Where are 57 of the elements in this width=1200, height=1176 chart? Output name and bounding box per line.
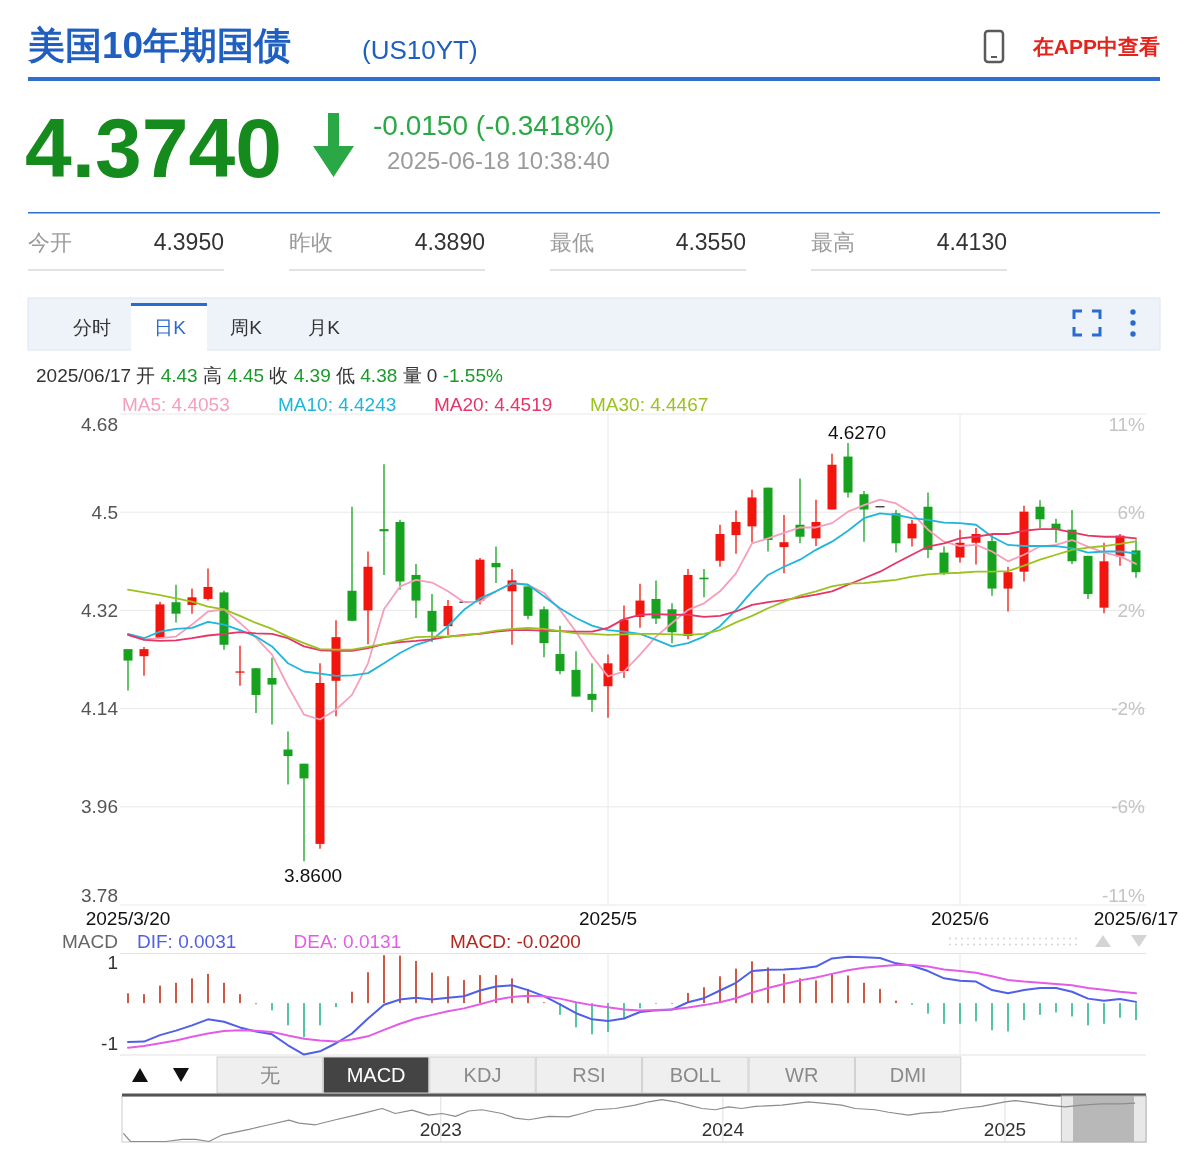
- text: MACD: [346, 1064, 406, 1086]
- y-tick-label: 3.96: [81, 796, 118, 818]
- text: 4.3890: [414, 229, 485, 255]
- y2-tick-label: 2%: [1117, 599, 1146, 621]
- text: 2025/06/17 开 4.43 高 4.45 收 4.39 低 4.38 量 0 -1.55%: [36, 364, 503, 386]
- text: 4.3550: [675, 229, 746, 255]
- text: 在APP中查看: [1031, 34, 1160, 58]
- text: 4.3950: [153, 229, 224, 255]
- text: WR: [785, 1064, 819, 1086]
- text: -0.0150 (-0.3418%): [373, 109, 615, 141]
- x-tick-label: 2025/5: [578, 907, 638, 929]
- text: 日K: [154, 316, 187, 338]
- x-tick-label: 2025: [983, 1118, 1027, 1140]
- x-tick-label: 2025/3/20: [85, 907, 171, 929]
- text: 周K: [230, 316, 263, 338]
- text: MA30: 4.4467: [590, 393, 709, 415]
- x-tick-label: 2023: [419, 1118, 462, 1140]
- y2-tick-label: -2%: [1111, 698, 1146, 720]
- text: 2025-06-18 10:38:40: [387, 146, 610, 174]
- text: 最低: [550, 229, 594, 255]
- text: 今开: [28, 229, 72, 255]
- y2-tick-label: 11%: [1108, 413, 1146, 435]
- y2-tick-label: -11%: [1102, 884, 1146, 906]
- chart-title: MACD: [62, 930, 118, 952]
- text: DMI: [889, 1064, 927, 1086]
- text: 分时: [73, 316, 111, 338]
- text: DIF: 0.0031: [137, 930, 237, 952]
- y-tick-label: -1: [101, 1033, 118, 1055]
- text: 月K: [308, 316, 341, 338]
- text: 无: [259, 1064, 280, 1086]
- text: KDJ: [463, 1064, 502, 1086]
- annotation: 4.6270: [827, 422, 887, 444]
- annotation: 3.8600: [283, 864, 343, 886]
- x-tick-label: 2025/6: [930, 907, 990, 929]
- text: DEA: 0.0131: [293, 930, 402, 952]
- text: BOLL: [669, 1064, 721, 1086]
- text: MA10: 4.4243: [278, 393, 397, 415]
- y-tick-label: 4.68: [81, 413, 118, 435]
- text: RSI: [572, 1064, 606, 1086]
- text: (US10YT): [362, 35, 478, 65]
- x-tick-label: 2024: [701, 1118, 745, 1140]
- y2-tick-label: -6%: [1111, 796, 1146, 818]
- y-tick-label: 4.14: [81, 698, 119, 720]
- y-tick-label: 3.78: [81, 884, 118, 906]
- text: MA5: 4.4053: [122, 393, 230, 415]
- y-tick-label: 4.5: [91, 501, 118, 523]
- text: MA20: 4.4519: [434, 393, 553, 415]
- text: 4.4130: [936, 229, 1007, 255]
- text: 美国10年期国债: [27, 24, 292, 66]
- x-tick-label: 2025/6/17: [1093, 907, 1179, 929]
- text: 4.3740: [25, 101, 282, 195]
- text: 最高: [811, 229, 855, 255]
- y-tick-label: 1: [107, 952, 118, 974]
- y2-tick-label: 6%: [1117, 501, 1146, 523]
- series-label: MACD: -0.0200: [450, 930, 581, 952]
- text: 昨收: [289, 229, 333, 255]
- y-tick-label: 4.32: [81, 599, 118, 621]
